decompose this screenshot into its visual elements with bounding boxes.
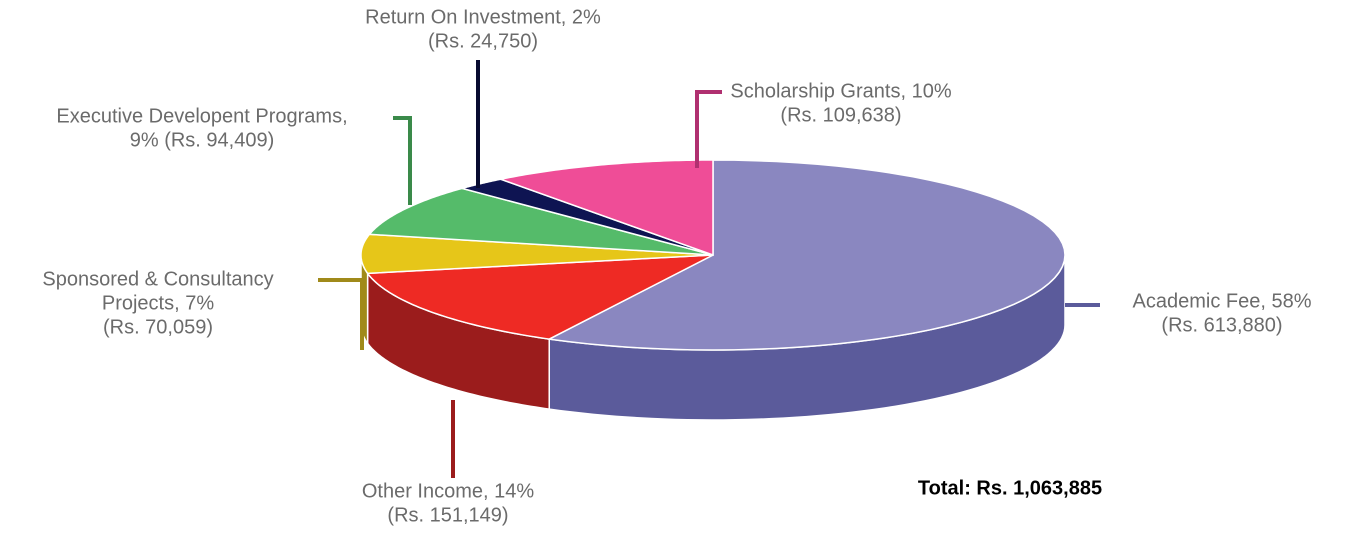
slice (497, 159, 714, 257)
slice-label: Academic Fee, 58% (1133, 290, 1312, 312)
slice-label: (Rs. 70,059) (103, 316, 213, 338)
slice-label: Scholarship Grants, 10% (730, 80, 951, 102)
slice-label: (Rs. 24,750) (428, 30, 538, 52)
slice-label: (Rs. 151,149) (387, 504, 508, 526)
total-label: Total: Rs. 1,063,885 (918, 477, 1102, 499)
slice (459, 178, 714, 256)
slice-label: Other Income, 14% (362, 480, 535, 502)
slice-label: 9% (Rs. 94,409) (130, 129, 275, 151)
slice (367, 187, 714, 256)
leader-line (695, 90, 722, 168)
slice-label: (Rs. 109,638) (780, 104, 901, 126)
leader-line (393, 116, 412, 205)
slice-label: Sponsored & Consultancy (42, 268, 273, 290)
slice-label: (Rs. 613,880) (1161, 314, 1282, 336)
slice (366, 254, 714, 340)
slice-label: Return On Investment, 2% (365, 6, 601, 28)
slice-label: Executive Developent Programs, (56, 105, 347, 127)
slice (360, 233, 714, 275)
leader-line (318, 278, 364, 350)
slice (546, 159, 1066, 351)
slice-label: Projects, 7% (102, 292, 214, 314)
